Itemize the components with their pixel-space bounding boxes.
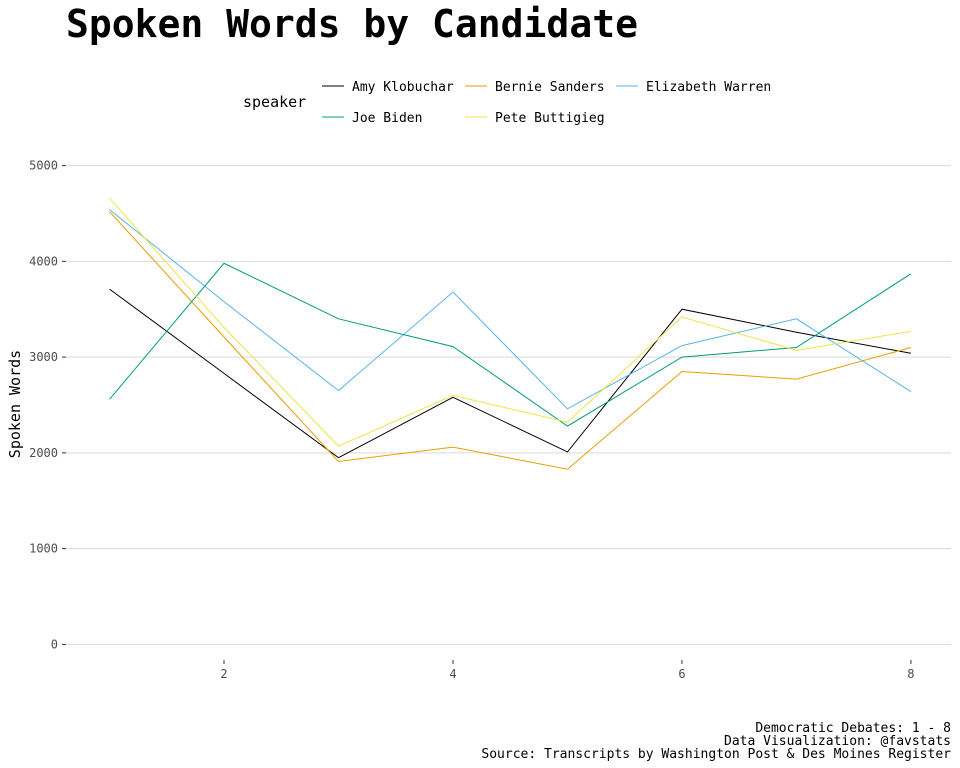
legend-title: speaker <box>243 93 306 111</box>
series-line-pete-buttigieg <box>109 197 911 447</box>
y-tick-label: 5000 <box>29 159 58 173</box>
caption-line-source: Source: Transcripts by Washington Post &… <box>481 747 951 762</box>
y-axis-label: Spoken Words <box>6 350 24 458</box>
y-tick-label: 2000 <box>29 446 58 460</box>
series-line-elizabeth-warren <box>109 209 912 410</box>
y-tick-label: 0 <box>51 637 58 651</box>
y-tick-label: 4000 <box>29 254 58 268</box>
series-line-joe-biden <box>109 262 912 427</box>
y-axis: 0 1000 2000 3000 4000 5000 <box>29 159 66 651</box>
series-line-amy-klobuchar <box>109 288 911 459</box>
caption-line-debates: Democratic Debates: 1 - 8 <box>755 721 951 736</box>
x-tick-label: 2 <box>220 667 227 681</box>
series-line-bernie-sanders <box>109 211 912 470</box>
x-axis: 2 4 6 8 <box>220 660 915 681</box>
legend-item-joe-biden: Joe Biden <box>322 111 422 126</box>
legend-item-bernie-sanders: Bernie Sanders <box>465 80 605 95</box>
y-gridlines <box>66 165 951 645</box>
legend-label-amy-klobuchar: Amy Klobuchar <box>352 80 454 95</box>
legend-label-bernie-sanders: Bernie Sanders <box>495 80 605 95</box>
legend-label-pete-buttigieg: Pete Buttigieg <box>495 111 605 126</box>
legend-label-elizabeth-warren: Elizabeth Warren <box>646 80 771 95</box>
legend: speaker Amy Klobuchar Bernie Sanders Eliza… <box>243 80 771 126</box>
legend-item-amy-klobuchar: Amy Klobuchar <box>322 80 454 95</box>
caption: Democratic Debates: 1 - 8 Data Visualiza… <box>481 721 951 762</box>
legend-label-joe-biden: Joe Biden <box>352 111 422 126</box>
chart-title: Spoken Words by Candidate <box>66 2 638 46</box>
legend-item-elizabeth-warren: Elizabeth Warren <box>616 80 771 95</box>
y-tick-label: 3000 <box>29 350 58 364</box>
legend-item-pete-buttigieg: Pete Buttigieg <box>465 111 605 126</box>
series-lines <box>109 197 912 470</box>
y-tick-label: 1000 <box>29 542 58 556</box>
x-tick-label: 6 <box>678 667 685 681</box>
x-tick-label: 8 <box>907 667 914 681</box>
x-tick-label: 4 <box>449 667 456 681</box>
caption-line-visualization: Data Visualization: @favstats <box>724 734 951 749</box>
